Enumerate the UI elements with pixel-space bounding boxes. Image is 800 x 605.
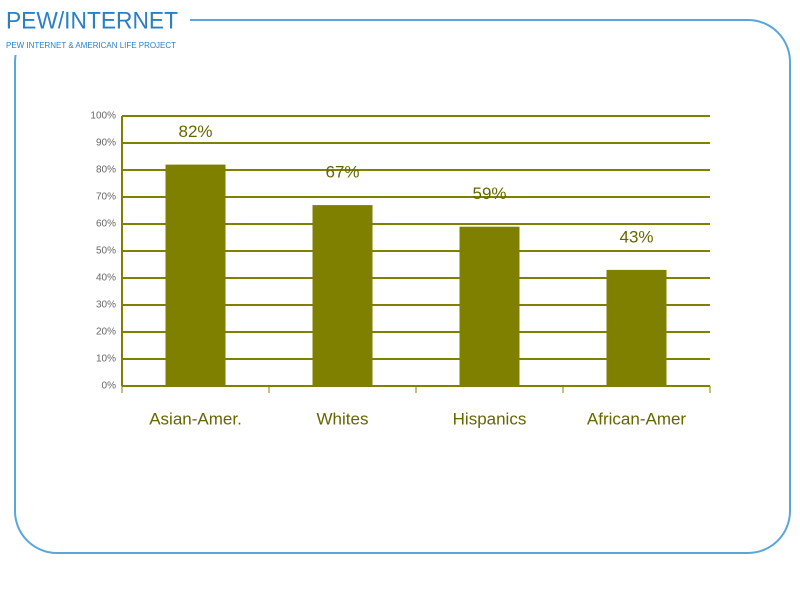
y-tick-label: 90% (96, 138, 116, 149)
y-tick-label: 50% (96, 246, 116, 257)
value-label: 43% (619, 227, 653, 246)
logo: PEW/INTERNET (6, 7, 178, 34)
x-tick-label: Whites (317, 409, 369, 428)
y-tick-label: 40% (96, 273, 116, 284)
y-tick-label: 30% (96, 300, 116, 311)
x-tick-label: Hispanics (453, 409, 527, 428)
y-tick-label: 0% (102, 381, 117, 392)
x-tick-label: Asian-Amer. (149, 409, 242, 428)
tagline: PEW INTERNET & AMERICAN LIFE PROJECT (6, 41, 176, 50)
y-tick-label: 20% (96, 327, 116, 338)
bar (312, 205, 373, 386)
bar (165, 164, 226, 386)
logo-backdrop (0, 0, 190, 55)
y-tick-label: 100% (90, 111, 116, 122)
value-label: 59% (472, 184, 506, 203)
y-tick-label: 10% (96, 354, 116, 365)
bar (459, 226, 520, 386)
bar (606, 269, 667, 386)
value-label: 67% (325, 163, 359, 182)
slide-frame (14, 19, 791, 554)
x-tick-label: African-Amer (587, 409, 687, 428)
y-tick-label: 80% (96, 165, 116, 176)
value-label: 82% (178, 122, 212, 141)
y-tick-label: 70% (96, 192, 116, 203)
y-tick-label: 60% (96, 219, 116, 230)
